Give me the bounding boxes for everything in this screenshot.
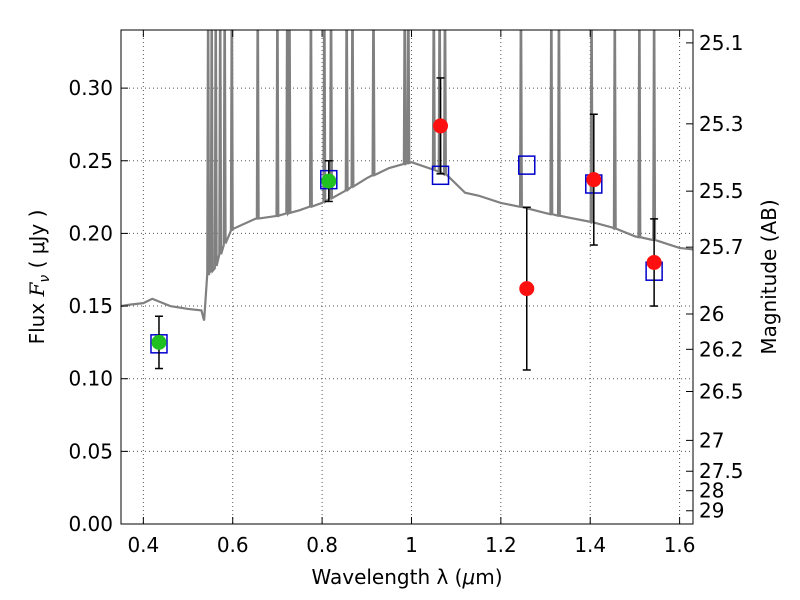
y2-tick-label: 25.3 <box>699 112 744 136</box>
y-axis-label: Flux Fν ( μJy ) <box>25 210 53 345</box>
y2-tick-label: 26.2 <box>699 337 744 361</box>
y-tick-label: 0.20 <box>68 221 113 245</box>
y-tick-label: 0.10 <box>68 367 113 391</box>
y2-tick-label: 27.5 <box>699 459 744 483</box>
x-tick-label: 0.6 <box>217 533 249 557</box>
red-data-point <box>646 254 662 270</box>
y2-tick-label: 25.1 <box>699 31 744 55</box>
spectrum-layer <box>121 30 693 321</box>
x-tick-label: 1.6 <box>664 533 696 557</box>
x-axis-label: Wavelength λ (μm) <box>311 565 502 589</box>
tick-layer: 0.4 0.6 0.8 1 1.2 1.4 1.6 0.00 0.05 0.10 0.15 0.20 0… <box>68 30 744 557</box>
x-tick-label: 0.4 <box>127 533 159 557</box>
plot-frame <box>120 29 694 525</box>
y2-tick-label: 27 <box>699 428 724 452</box>
x-tick-label: 1.2 <box>485 533 517 557</box>
y2-tick-label: 29 <box>699 499 724 523</box>
y2-tick-label: 26.5 <box>699 379 744 403</box>
red-data-point <box>519 281 535 297</box>
y2-tick-label: 25.5 <box>699 179 744 203</box>
y-tick-label: 0.30 <box>68 76 113 100</box>
y-tick-label: 0.25 <box>68 149 113 173</box>
marker-layer <box>150 77 663 371</box>
y-tick-label: 0.00 <box>68 512 113 536</box>
x-tick-label: 0.8 <box>306 533 338 557</box>
y2-axis-label: Magnitude (AB) <box>757 199 781 354</box>
y-tick-label: 0.05 <box>68 439 113 463</box>
green-data-point <box>321 173 337 189</box>
green-data-point <box>151 334 167 350</box>
model-photometry-square <box>518 155 536 175</box>
x-tick-label: 1 <box>405 533 418 557</box>
y2-tick-label: 25.7 <box>699 235 744 259</box>
y2-tick-label: 28 <box>699 479 724 503</box>
x-tick-label: 1.4 <box>574 533 606 557</box>
red-data-point <box>433 118 449 134</box>
red-data-point <box>586 172 602 188</box>
y-tick-label: 0.15 <box>68 294 113 318</box>
spectrum-line <box>121 30 693 321</box>
y2-tick-label: 26 <box>699 302 724 326</box>
